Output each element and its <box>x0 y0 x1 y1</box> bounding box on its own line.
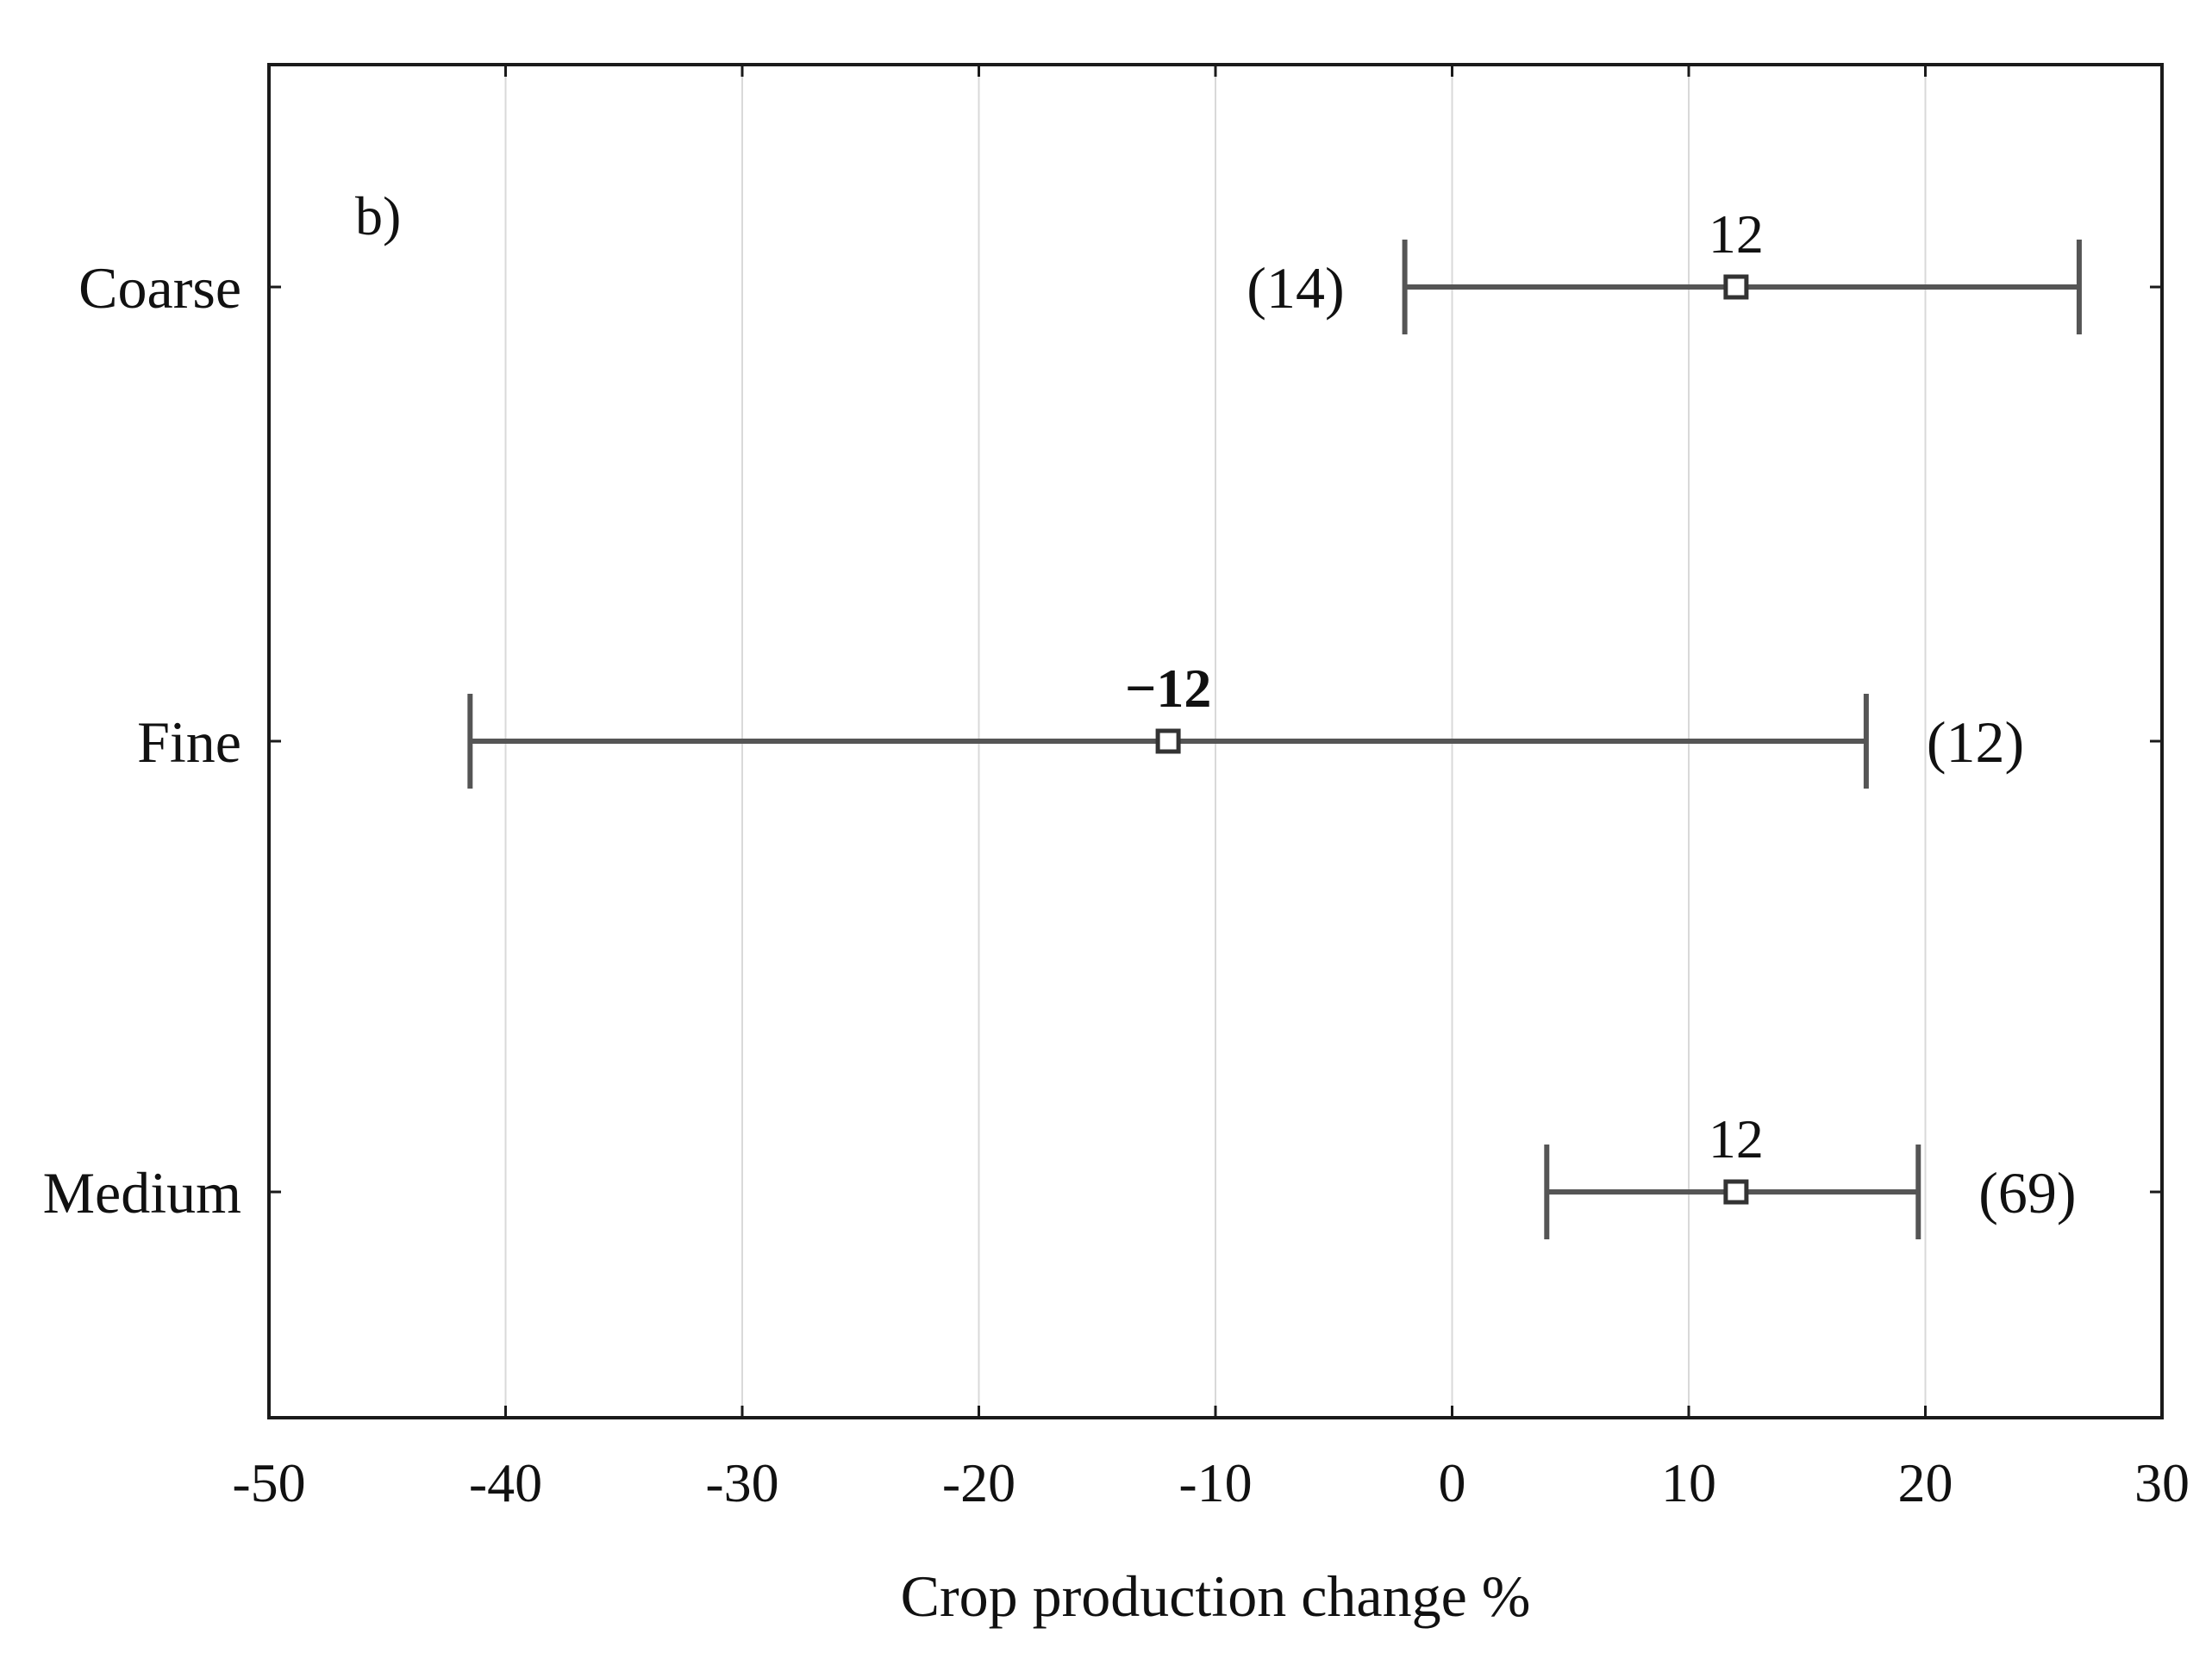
x-tick-label: -20 <box>942 1452 1015 1513</box>
y-category-label: Coarse <box>78 255 241 321</box>
mean-label: 12 <box>1709 1108 1764 1170</box>
x-tick-label: 0 <box>1439 1452 1466 1513</box>
mean-marker <box>1723 274 1749 300</box>
sample-size-label: (14) <box>1247 255 1344 321</box>
x-axis-label: Crop production change % <box>901 1563 1531 1629</box>
sample-size-label: (12) <box>1927 709 2024 775</box>
sample-size-label: (69) <box>1978 1160 2076 1226</box>
y-category-label: Fine <box>137 709 241 775</box>
x-tick-label: 30 <box>2134 1452 2190 1513</box>
mean-label: −12 <box>1125 658 1211 719</box>
mean-marker <box>1155 728 1181 754</box>
x-tick-label: 10 <box>1661 1452 1716 1513</box>
x-tick-layer: -50 -40 -30 -20 -10 0 10 20 30 <box>232 65 2190 1513</box>
mean-marker <box>1723 1179 1749 1205</box>
y-tick-layer: Coarse Fine Medium <box>43 255 2162 1226</box>
x-tick-label: -50 <box>232 1452 305 1513</box>
data-layer: 12 (14) −12 (12) 12 (69) <box>467 203 2082 1239</box>
x-tick-label: -10 <box>1178 1452 1252 1513</box>
y-category-label: Medium <box>43 1160 241 1226</box>
panel-label: b) <box>355 185 401 246</box>
x-tick-label: 20 <box>1898 1452 1953 1513</box>
x-tick-label: -40 <box>469 1452 542 1513</box>
mean-label: 12 <box>1709 203 1764 265</box>
x-tick-label: -30 <box>705 1452 778 1513</box>
